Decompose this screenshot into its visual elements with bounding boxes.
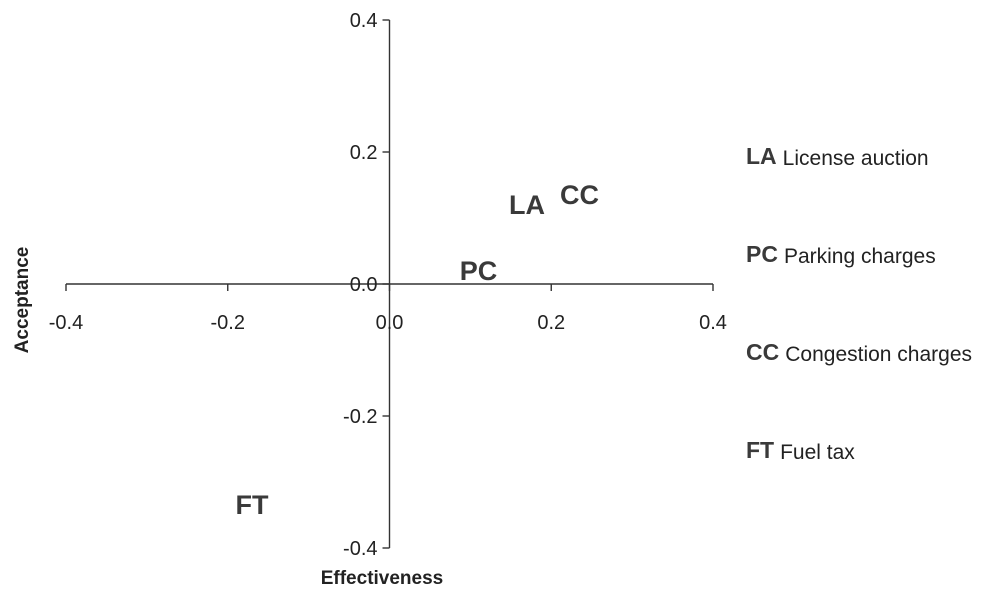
legend-text-la: License auction xyxy=(783,147,929,170)
legend-text-cc: Congestion charges xyxy=(785,343,972,366)
y-tick-label: 0.4 xyxy=(350,10,378,32)
legend-code-cc: CC xyxy=(746,339,779,365)
x-tick-label: -0.4 xyxy=(49,312,83,334)
x-tick-label: 0.2 xyxy=(537,312,565,334)
y-tick-label: 0.0 xyxy=(350,274,378,296)
data-point-cc: CC xyxy=(560,180,599,210)
y-tick-label: 0.2 xyxy=(350,142,378,164)
x-tick-label: 0.4 xyxy=(699,312,727,334)
data-point-la: LA xyxy=(509,190,545,220)
legend: LA License auction PC Parking charges CC Cong… xyxy=(746,143,972,464)
legend-text-ft: Fuel tax xyxy=(780,441,855,464)
legend-text-pc: Parking charges xyxy=(784,245,936,268)
x-tick-layer: -0.4 -0.2 0.0 0.2 0.4 xyxy=(49,284,727,334)
legend-code-la: LA xyxy=(746,143,777,169)
y-axis-title: Acceptance xyxy=(12,247,33,354)
data-point-ft: FT xyxy=(236,490,269,520)
y-tick-layer: 0.4 0.2 0.0 -0.2 -0.4 xyxy=(343,10,390,560)
x-tick-label: 0.0 xyxy=(376,312,404,334)
data-point-pc: PC xyxy=(460,256,498,286)
y-tick-label: -0.4 xyxy=(343,538,377,560)
legend-code-pc: PC xyxy=(746,241,778,267)
legend-code-ft: FT xyxy=(746,437,774,463)
x-axis-title: Effectiveness xyxy=(321,568,444,589)
data-points-layer: LA CC PC FT xyxy=(236,180,600,520)
x-tick-label: -0.2 xyxy=(211,312,245,334)
y-tick-label: -0.2 xyxy=(343,406,377,428)
